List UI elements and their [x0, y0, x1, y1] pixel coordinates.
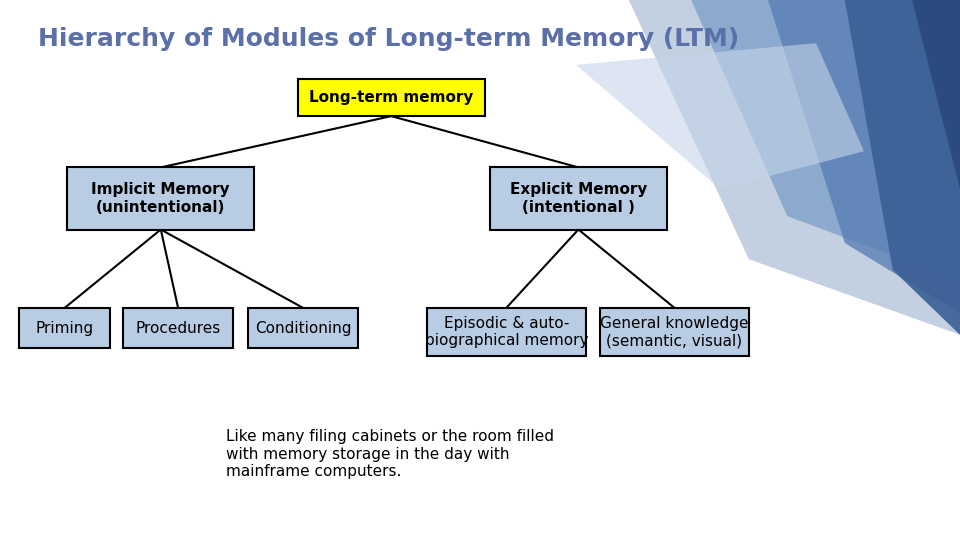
- Polygon shape: [629, 0, 960, 335]
- FancyBboxPatch shape: [490, 167, 667, 230]
- Text: Conditioning: Conditioning: [254, 321, 351, 335]
- Text: Episodic & auto-
biographical memory: Episodic & auto- biographical memory: [424, 316, 588, 348]
- FancyBboxPatch shape: [123, 308, 233, 348]
- Text: Long-term memory: Long-term memory: [309, 90, 473, 105]
- FancyBboxPatch shape: [600, 308, 749, 356]
- Polygon shape: [691, 0, 960, 281]
- Polygon shape: [845, 0, 960, 335]
- Polygon shape: [768, 0, 960, 313]
- Polygon shape: [912, 0, 960, 189]
- FancyBboxPatch shape: [67, 167, 254, 230]
- Text: Hierarchy of Modules of Long-term Memory (LTM): Hierarchy of Modules of Long-term Memory…: [38, 27, 739, 51]
- FancyBboxPatch shape: [298, 79, 485, 116]
- Polygon shape: [576, 43, 864, 189]
- Text: Priming: Priming: [36, 321, 94, 335]
- FancyBboxPatch shape: [427, 308, 586, 356]
- Text: Procedures: Procedures: [135, 321, 221, 335]
- Text: Like many filing cabinets or the room filled
with memory storage in the day with: Like many filing cabinets or the room fi…: [226, 429, 554, 479]
- FancyBboxPatch shape: [248, 308, 358, 348]
- FancyBboxPatch shape: [19, 308, 110, 348]
- Text: General knowledge
(semantic, visual): General knowledge (semantic, visual): [600, 316, 749, 348]
- Text: Implicit Memory
(unintentional): Implicit Memory (unintentional): [91, 183, 230, 215]
- Text: Explicit Memory
(intentional ): Explicit Memory (intentional ): [510, 183, 647, 215]
